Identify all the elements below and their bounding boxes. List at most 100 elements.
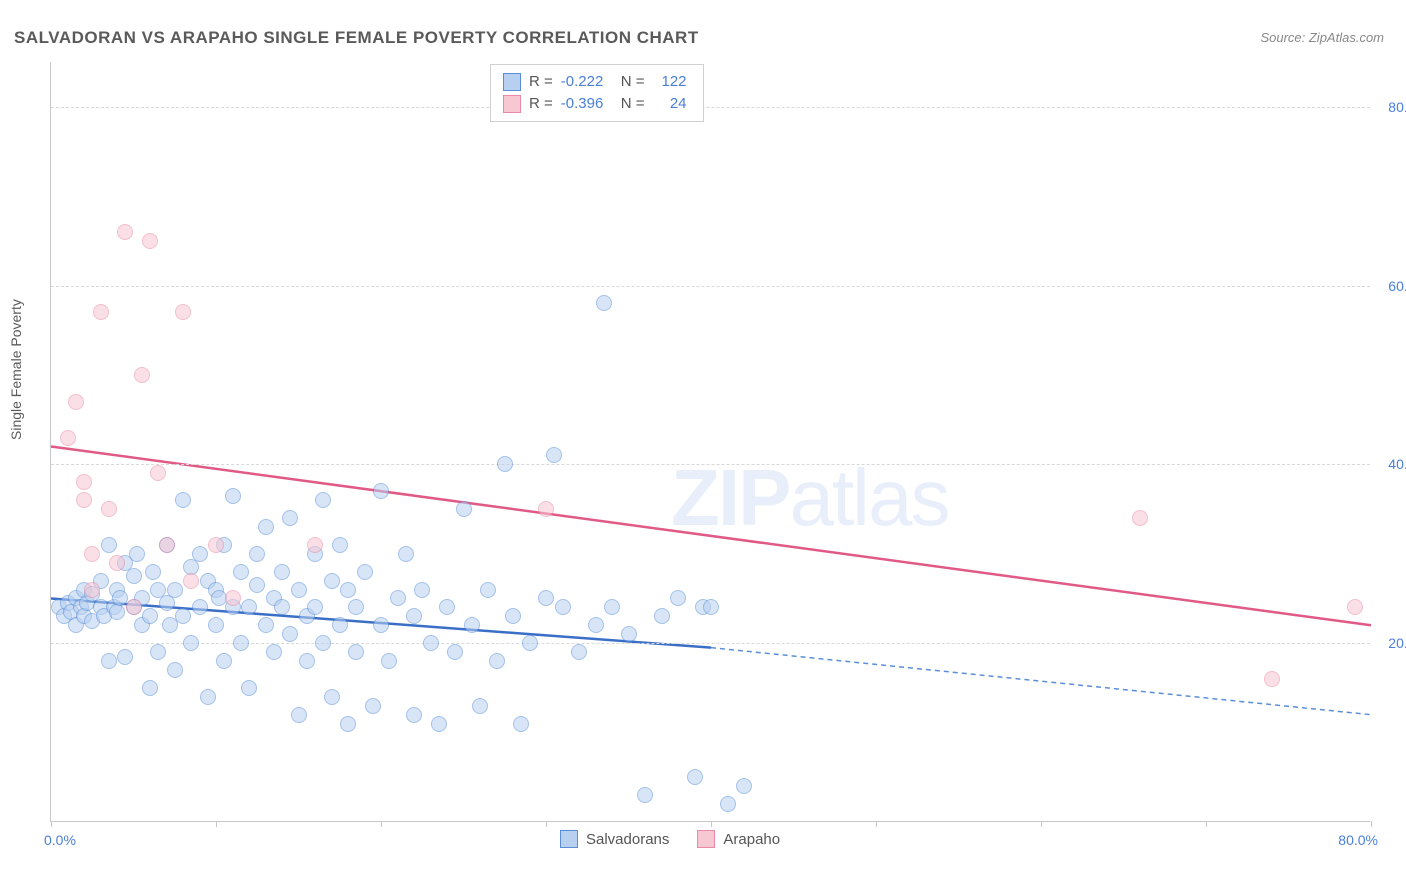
data-point — [241, 680, 257, 696]
trend-lines — [51, 62, 1370, 821]
data-point — [249, 546, 265, 562]
data-point — [538, 501, 554, 517]
data-point — [142, 233, 158, 249]
r-label: R = — [529, 93, 553, 115]
data-point — [150, 644, 166, 660]
data-point — [414, 582, 430, 598]
data-point — [307, 537, 323, 553]
data-point — [282, 510, 298, 526]
data-point — [637, 787, 653, 803]
data-point — [621, 626, 637, 642]
r-value: -0.222 — [561, 71, 613, 93]
data-point — [522, 635, 538, 651]
data-point — [324, 573, 340, 589]
data-point — [192, 546, 208, 562]
data-point — [258, 617, 274, 633]
data-point — [167, 662, 183, 678]
data-point — [167, 582, 183, 598]
data-point — [258, 519, 274, 535]
data-point — [390, 590, 406, 606]
data-point — [142, 608, 158, 624]
data-point — [183, 635, 199, 651]
data-point — [142, 680, 158, 696]
data-point — [274, 599, 290, 615]
data-point — [93, 304, 109, 320]
data-point — [340, 582, 356, 598]
data-point — [315, 492, 331, 508]
data-point — [431, 716, 447, 732]
data-point — [472, 698, 488, 714]
data-point — [274, 564, 290, 580]
legend-label: Salvadorans — [586, 831, 669, 848]
data-point — [373, 483, 389, 499]
data-point — [670, 590, 686, 606]
data-point — [447, 644, 463, 660]
data-point — [175, 608, 191, 624]
data-point — [513, 716, 529, 732]
x-tick — [876, 821, 877, 827]
data-point — [538, 590, 554, 606]
data-point — [145, 564, 161, 580]
data-point — [241, 599, 257, 615]
data-point — [129, 546, 145, 562]
x-tick — [1041, 821, 1042, 827]
correlation-chart: SALVADORAN VS ARAPAHO SINGLE FEMALE POVE… — [0, 0, 1406, 892]
data-point — [101, 537, 117, 553]
x-tick — [711, 821, 712, 827]
legend-item: Arapaho — [697, 830, 780, 848]
x-tick — [381, 821, 382, 827]
data-point — [489, 653, 505, 669]
r-value: -0.396 — [561, 93, 613, 115]
data-point — [505, 608, 521, 624]
data-point — [225, 488, 241, 504]
gridline — [51, 286, 1370, 287]
x-tick — [1371, 821, 1372, 827]
gridline — [51, 643, 1370, 644]
data-point — [373, 617, 389, 633]
n-label: N = — [621, 71, 645, 93]
data-point — [406, 608, 422, 624]
data-point — [398, 546, 414, 562]
data-point — [282, 626, 298, 642]
data-point — [266, 644, 282, 660]
data-point — [348, 599, 364, 615]
source-label: Source: ZipAtlas.com — [1260, 30, 1384, 45]
data-point — [109, 555, 125, 571]
r-label: R = — [529, 71, 553, 93]
stats-legend: R =-0.222N =122R =-0.396N =24 — [490, 64, 704, 122]
data-point — [225, 590, 241, 606]
data-point — [703, 599, 719, 615]
data-point — [588, 617, 604, 633]
legend-row: R =-0.222N =122 — [503, 71, 687, 93]
data-point — [60, 430, 76, 446]
data-point — [324, 689, 340, 705]
x-axis-max-label: 80.0% — [1338, 832, 1378, 848]
data-point — [101, 501, 117, 517]
data-point — [84, 582, 100, 598]
data-point — [736, 778, 752, 794]
data-point — [464, 617, 480, 633]
x-tick — [546, 821, 547, 827]
data-point — [654, 608, 670, 624]
legend-swatch — [503, 95, 521, 113]
data-point — [117, 224, 133, 240]
data-point — [183, 573, 199, 589]
data-point — [381, 653, 397, 669]
data-point — [497, 456, 513, 472]
legend-swatch — [697, 830, 715, 848]
data-point — [348, 644, 364, 660]
gridline — [51, 464, 1370, 465]
data-point — [340, 716, 356, 732]
x-tick — [1206, 821, 1207, 827]
data-point — [233, 564, 249, 580]
data-point — [571, 644, 587, 660]
y-tick-label: 20.0% — [1388, 635, 1406, 651]
data-point — [291, 582, 307, 598]
data-point — [208, 617, 224, 633]
data-point — [456, 501, 472, 517]
data-point — [299, 653, 315, 669]
data-point — [117, 649, 133, 665]
y-tick-label: 60.0% — [1388, 278, 1406, 294]
data-point — [68, 394, 84, 410]
data-point — [332, 617, 348, 633]
